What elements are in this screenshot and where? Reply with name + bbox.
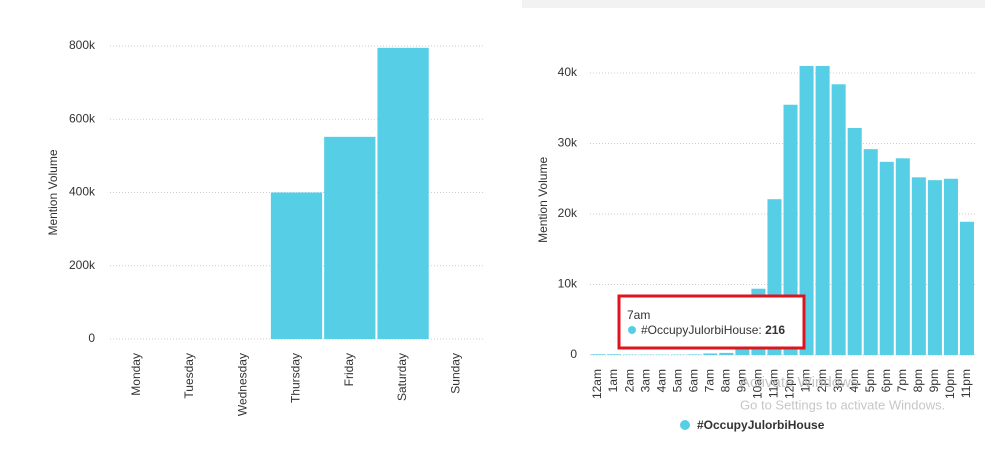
x-tick-label: Sunday [449, 353, 463, 394]
bar [911, 177, 926, 355]
watermark-title: Activate Windows [740, 374, 858, 391]
x-tick-label: 8am [719, 369, 733, 392]
y-axis-title: Mention Volume [46, 149, 60, 235]
x-tick-label: 7pm [895, 369, 909, 392]
bar [799, 65, 814, 355]
x-tick-label: 11pm [959, 369, 973, 398]
tooltip-text: #OccupyJulorbiHouse: 216 [641, 323, 785, 337]
x-tick-label: 12pm [783, 369, 797, 399]
x-tick-label: 4am [654, 369, 668, 392]
y-tick-label: 20k [558, 206, 578, 220]
y-tick-label: 400k [69, 185, 96, 199]
x-tick-label: 6am [686, 369, 700, 392]
y-tick-label: 200k [69, 258, 96, 272]
x-tick-label: Tuesday [182, 353, 196, 399]
x-tick-label: 5pm [863, 369, 877, 392]
x-tick-label: 3am [638, 369, 652, 392]
bar [591, 354, 606, 355]
watermark-text: Go to Settings to activate Windows. [740, 397, 945, 412]
bar [687, 354, 702, 355]
bar [895, 158, 910, 355]
y-tick-label: 0 [570, 347, 577, 361]
y-tick-label: 30k [558, 136, 578, 150]
bar [703, 353, 718, 355]
x-tick-label: Monday [129, 353, 143, 396]
x-tick-label: 3pm [831, 369, 845, 392]
x-tick-label: 6pm [879, 369, 893, 392]
x-tick-label: 10pm [943, 369, 957, 399]
tooltip-sep: : [758, 323, 765, 337]
bar [377, 47, 429, 340]
bar [943, 178, 958, 355]
x-tick-label: 2am [622, 369, 636, 392]
bar [324, 136, 376, 339]
tooltip: 7am#OccupyJulorbiHouse: 216 [617, 294, 806, 350]
legend-label: #OccupyJulorbiHouse [697, 418, 825, 432]
tooltip-marker [628, 326, 636, 334]
x-tick-label: 9pm [927, 369, 941, 392]
tooltip-box [617, 294, 806, 350]
x-tick-label: Friday [342, 353, 356, 386]
bar [879, 161, 894, 355]
x-tick-label: Thursday [289, 353, 303, 403]
bar [815, 65, 830, 355]
x-tick-label: 8pm [911, 369, 925, 392]
bar [927, 180, 942, 355]
tooltip-series: #OccupyJulorbiHouse [641, 323, 759, 337]
y-tick-label: 0 [88, 331, 95, 345]
legend-marker [680, 420, 690, 430]
bar [831, 84, 846, 355]
x-tick-label: 10am [751, 369, 765, 399]
y-tick-label: 40k [558, 65, 578, 79]
x-tick-label: 5am [670, 369, 684, 392]
x-tick-label: 1am [606, 369, 620, 392]
x-tick-label: 2pm [815, 369, 829, 392]
x-tick-label: 4pm [847, 369, 861, 392]
bar [847, 127, 862, 356]
x-tick-label: 7am [702, 369, 716, 392]
x-tick-label: 9am [735, 369, 749, 392]
x-tick-label: 11am [767, 369, 781, 398]
tooltip-category: 7am [627, 308, 650, 322]
bar [719, 352, 734, 355]
bar [607, 354, 622, 355]
y-tick-label: 10k [558, 277, 578, 291]
x-tick-label: Saturday [395, 353, 409, 401]
x-tick-label: Wednesday [235, 353, 249, 416]
bar [783, 104, 798, 355]
bar [863, 149, 878, 355]
x-tick-label: 12am [590, 369, 604, 399]
tooltip-value: 216 [765, 323, 785, 337]
y-tick-label: 800k [69, 38, 96, 52]
bar [270, 192, 323, 339]
bar [735, 347, 750, 355]
y-tick-label: 600k [69, 111, 96, 125]
x-tick-label: 1pm [799, 369, 813, 392]
y-axis-title: Mention Volume [536, 157, 550, 243]
top-bar [522, 0, 985, 8]
bar [959, 221, 974, 355]
